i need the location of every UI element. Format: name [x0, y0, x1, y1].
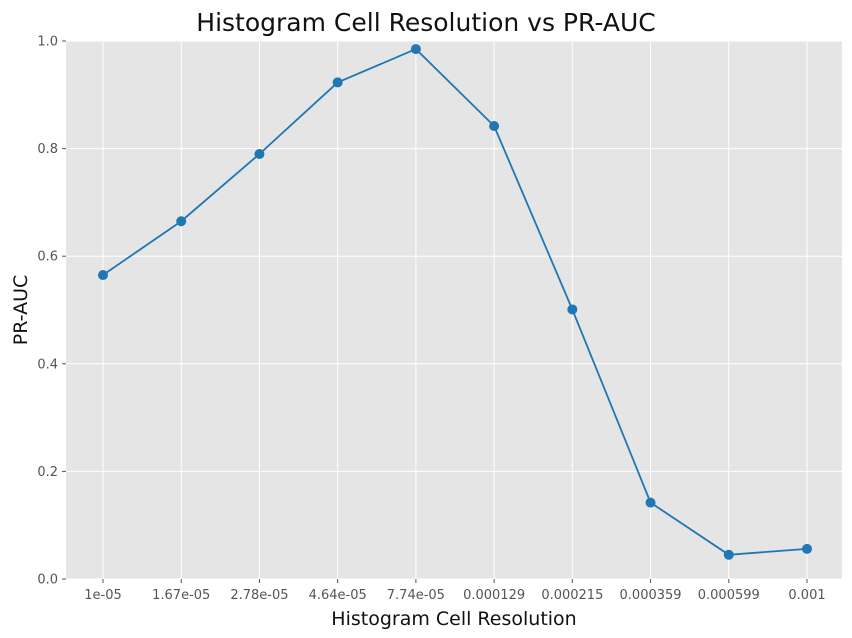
x-tick-label: 1e-05: [84, 588, 122, 603]
x-axis-label: Histogram Cell Resolution: [331, 608, 576, 630]
chart-title: Histogram Cell Resolution vs PR-AUC: [196, 8, 655, 37]
data-point: [723, 549, 734, 560]
y-tick-label: 0.6: [37, 250, 58, 265]
data-point: [802, 543, 812, 554]
data-point: [332, 77, 343, 88]
data-point: [567, 304, 578, 315]
x-tick-label: 0.001: [788, 588, 825, 603]
data-point: [489, 121, 500, 132]
data-point: [176, 216, 187, 227]
x-tick-labels: 1e-05 1.67e-05 2.78e-05 4.64e-05 7.74e-05 0.0…: [84, 579, 826, 603]
x-tick-label: 0.000599: [698, 588, 760, 603]
series-layer: [98, 44, 812, 560]
y-tick-labels: 0.0 0.2 0.4 0.6 0.8 1.0: [37, 35, 66, 588]
x-tick-label: 0.000359: [620, 588, 682, 603]
x-tick-label: 2.78e-05: [230, 588, 288, 603]
data-point: [98, 270, 108, 281]
data-point: [254, 148, 265, 159]
y-gridlines: [66, 40, 842, 580]
series-line: [102, 48, 808, 556]
x-tick-label: 1.67e-05: [152, 588, 210, 603]
y-tick-label: 1.0: [37, 35, 58, 50]
data-point: [410, 44, 421, 55]
data-point: [645, 497, 656, 508]
x-tick-label: 0.000129: [463, 588, 525, 603]
y-tick-label: 0.2: [37, 465, 58, 480]
x-tick-label: 0.000215: [541, 588, 603, 603]
x-tick-label: 4.64e-05: [309, 588, 367, 603]
x-tick-label: 7.74e-05: [387, 588, 445, 603]
y-tick-label: 0.4: [37, 357, 58, 372]
y-tick-label: 0.0: [37, 573, 58, 588]
y-axis-label: PR-AUC: [10, 275, 32, 346]
y-tick-label: 0.8: [37, 142, 58, 157]
plot-background: [66, 41, 842, 579]
